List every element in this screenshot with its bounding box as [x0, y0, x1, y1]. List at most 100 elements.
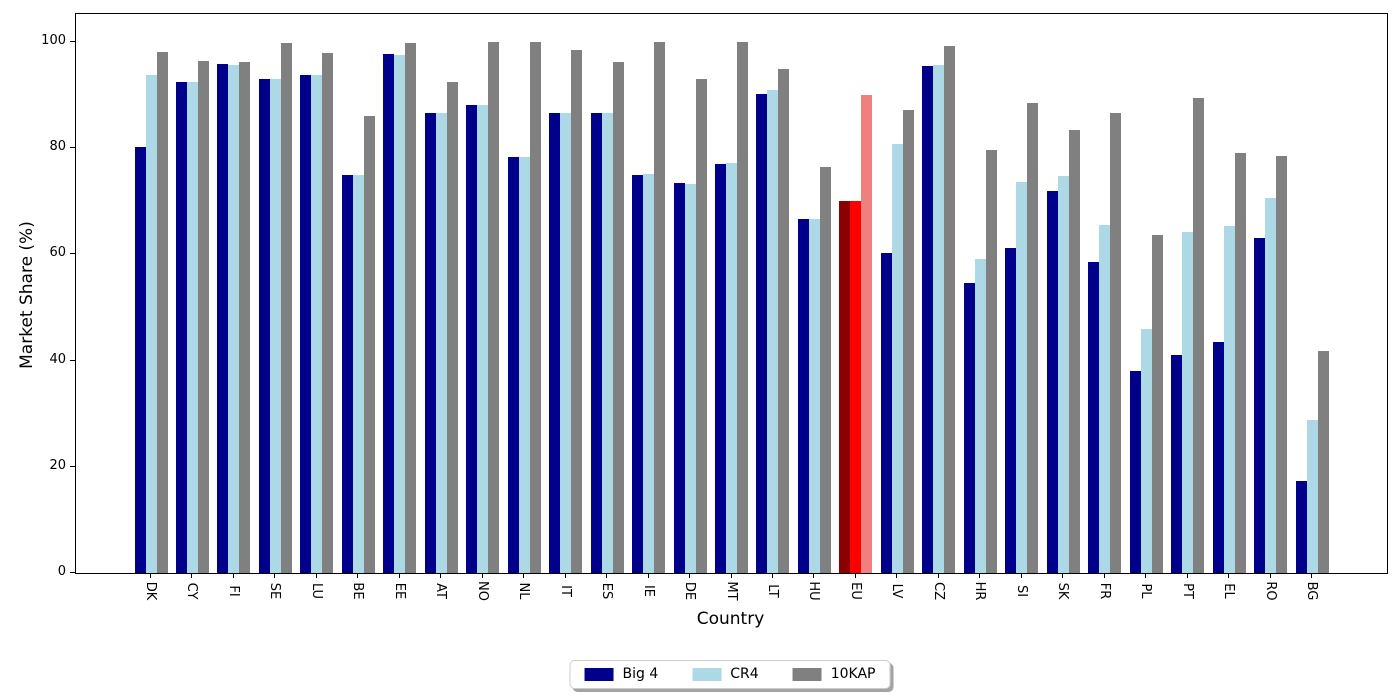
bar-BG-10kap: [1317, 350, 1329, 573]
bar-LU-big4: [300, 74, 312, 573]
bar-EE-cr4: [394, 54, 406, 573]
bar-SK-10kap: [1068, 130, 1080, 573]
bar-HU-big4: [797, 218, 809, 573]
bar-FI-big4: [217, 64, 229, 573]
x-tick-mark-LU: [315, 573, 317, 578]
x-tick-mark-MT: [730, 573, 732, 578]
bar-EU-10kap: [861, 95, 873, 573]
bar-PT-cr4: [1182, 232, 1194, 573]
legend-swatch-10kap: [792, 668, 822, 681]
bar-NO-big4: [466, 104, 478, 573]
bar-PL-cr4: [1140, 329, 1152, 573]
bar-LU-cr4: [311, 75, 323, 573]
legend-item-cr4: CR4: [692, 666, 759, 683]
bar-EU-big4: [839, 201, 851, 573]
x-tick-mark-DK: [150, 573, 151, 578]
bar-LU-10kap: [322, 52, 334, 573]
bar-IE-10kap: [654, 42, 666, 573]
x-tick-mark-NL: [523, 573, 525, 578]
x-tick-mark-FR: [1103, 573, 1105, 578]
bar-HR-10kap: [985, 150, 997, 573]
bar-MT-cr4: [726, 163, 737, 573]
bar-BG-big4: [1295, 480, 1307, 573]
bar-CY-10kap: [197, 60, 209, 573]
bar-SE-10kap: [280, 43, 292, 573]
bar-PL-big4: [1129, 371, 1141, 573]
x-tick-mark-FI: [232, 573, 234, 578]
x-tick-mark-ES: [606, 573, 608, 578]
y-tick-mark-100: [70, 41, 75, 43]
y-tick-label-20: 20: [49, 457, 66, 473]
x-tick-mark-PL: [1145, 573, 1147, 578]
bar-LV-10kap: [902, 109, 914, 573]
bar-CY-cr4: [186, 81, 198, 573]
bar-HU-cr4: [808, 219, 820, 573]
bar-AT-10kap: [446, 81, 458, 573]
legend-label-10kap: 10KAP: [830, 666, 876, 682]
bar-ES-cr4: [601, 112, 613, 573]
x-tick-mark-CY: [191, 573, 193, 578]
bar-EE-big4: [383, 54, 395, 573]
y-tick-label-100: 100: [41, 33, 66, 49]
bar-HR-big4: [963, 283, 975, 573]
bar-MT-big4: [715, 163, 726, 573]
bar-PL-10kap: [1151, 234, 1163, 573]
bar-FI-10kap: [239, 62, 251, 573]
bar-LV-cr4: [891, 143, 903, 573]
bar-LT-cr4: [767, 89, 779, 573]
bar-ES-10kap: [612, 61, 624, 573]
bar-IE-big4: [632, 175, 644, 573]
bar-EU-cr4: [850, 201, 862, 573]
bar-LT-big4: [756, 94, 768, 573]
bar-PT-10kap: [1193, 98, 1205, 573]
x-tick-mark-LT: [771, 573, 773, 578]
x-tick-mark-EL: [1228, 573, 1230, 578]
bar-FI-cr4: [228, 64, 240, 573]
bar-RO-10kap: [1276, 156, 1288, 573]
x-tick-mark-RO: [1269, 573, 1271, 578]
bar-FR-big4: [1088, 262, 1100, 573]
y-tick-mark-80: [70, 147, 75, 149]
bar-PT-big4: [1171, 355, 1183, 573]
bar-DK-big4: [134, 147, 146, 573]
bar-NO-cr4: [477, 104, 489, 573]
y-tick-mark-40: [70, 359, 75, 361]
x-tick-mark-SE: [274, 573, 276, 578]
y-tick-mark-60: [70, 253, 75, 255]
x-tick-mark-DE: [689, 573, 691, 578]
legend-item-big4: Big 4: [584, 666, 658, 683]
y-axis-title: Market Share (%): [17, 221, 37, 369]
bar-SK-cr4: [1057, 175, 1069, 573]
x-tick-mark-LV: [896, 573, 898, 578]
bar-RO-cr4: [1265, 197, 1277, 573]
y-tick-label-60: 60: [49, 245, 66, 261]
bar-FR-cr4: [1099, 225, 1111, 573]
bar-BE-big4: [341, 175, 353, 573]
bar-SI-cr4: [1016, 182, 1028, 573]
bar-DE-10kap: [695, 79, 707, 573]
y-tick-label-80: 80: [49, 139, 66, 155]
x-tick-mark-BG: [1311, 573, 1312, 578]
bar-BE-10kap: [363, 116, 375, 573]
bar-LV-big4: [880, 252, 892, 573]
bar-AT-cr4: [435, 112, 447, 573]
y-tick-mark-0: [70, 572, 75, 573]
legend-label-cr4: CR4: [730, 666, 759, 682]
bar-DK-cr4: [145, 74, 157, 573]
bar-IT-big4: [549, 112, 561, 573]
bar-CY-big4: [175, 81, 187, 573]
bar-DK-10kap: [156, 51, 168, 573]
bar-HR-cr4: [974, 258, 986, 573]
bar-MT-10kap: [737, 42, 748, 573]
x-axis-title: Country: [696, 609, 765, 629]
bar-NL-big4: [507, 156, 519, 573]
bar-IT-10kap: [571, 50, 583, 573]
x-tick-mark-AT: [440, 573, 442, 578]
x-tick-mark-HU: [813, 573, 815, 578]
bar-DE-big4: [673, 183, 685, 573]
x-tick-mark-SK: [1062, 573, 1064, 578]
bar-AT-big4: [424, 112, 436, 573]
x-tick-mark-SI: [1020, 573, 1022, 578]
x-tick-mark-EU: [854, 573, 856, 578]
bar-SI-big4: [1005, 247, 1017, 573]
